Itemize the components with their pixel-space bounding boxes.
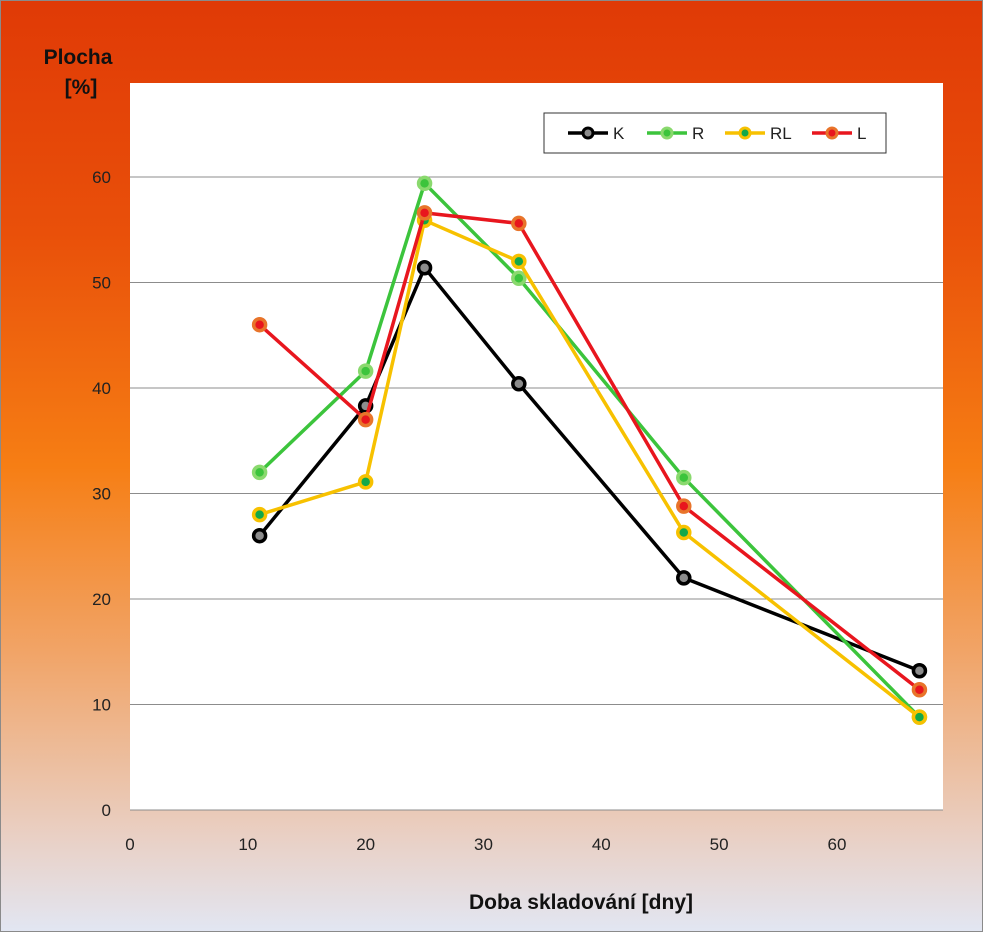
data-point-RL bbox=[676, 524, 692, 541]
y-tick-label: 30 bbox=[92, 485, 111, 504]
data-point-K bbox=[511, 376, 527, 392]
x-tick-label: 10 bbox=[238, 835, 257, 854]
legend: K R RL L bbox=[543, 112, 887, 154]
data-point-L bbox=[357, 411, 374, 428]
data-point-RL bbox=[357, 474, 374, 490]
data-point-L bbox=[251, 316, 268, 333]
y-tick-label: 0 bbox=[102, 801, 111, 820]
y-tick-label: 40 bbox=[92, 379, 111, 398]
legend-entry-L: L bbox=[812, 124, 866, 143]
data-point-RL bbox=[251, 506, 268, 523]
series-L bbox=[251, 205, 928, 698]
legend-label: RL bbox=[770, 124, 792, 143]
legend-marker bbox=[660, 126, 674, 140]
x-tick-label: 20 bbox=[356, 835, 375, 854]
gridlines bbox=[130, 176, 943, 811]
legend-marker bbox=[738, 126, 752, 140]
series-line-L bbox=[258, 211, 921, 692]
x-tick-label: 40 bbox=[592, 835, 611, 854]
data-point-L bbox=[676, 498, 692, 514]
x-tick-label: 60 bbox=[827, 835, 846, 854]
legend-marker bbox=[581, 126, 595, 140]
y-axis-title-line2: [%] bbox=[65, 76, 98, 99]
data-point-R bbox=[416, 175, 433, 192]
data-point-K bbox=[911, 662, 928, 679]
data-point-R bbox=[511, 270, 527, 287]
data-point-RL bbox=[511, 253, 527, 270]
data-point-K bbox=[416, 259, 433, 276]
data-point-L bbox=[911, 681, 928, 698]
data-point-L bbox=[511, 215, 527, 232]
data-point-L bbox=[416, 205, 433, 221]
data-point-K bbox=[251, 527, 268, 544]
legend-entry-RL: RL bbox=[725, 124, 792, 143]
data-point-K bbox=[676, 570, 692, 586]
series-group bbox=[251, 175, 928, 725]
legend-entry-R: R bbox=[647, 124, 704, 143]
x-axis-ticks: 0 10 20 30 40 50 60 bbox=[125, 835, 846, 854]
series-line-RL bbox=[259, 218, 921, 719]
x-axis-title: Doba skladování [dny] bbox=[469, 891, 693, 914]
legend-entry-K: K bbox=[568, 124, 625, 143]
series-RL bbox=[251, 212, 928, 725]
data-point-R bbox=[251, 464, 268, 481]
y-tick-label: 10 bbox=[92, 696, 111, 715]
plot-area bbox=[130, 83, 943, 810]
y-tick-label: 20 bbox=[92, 590, 111, 609]
series-line-K bbox=[258, 265, 921, 673]
x-tick-label: 50 bbox=[710, 835, 729, 854]
y-tick-label: 60 bbox=[92, 168, 111, 187]
legend-label: K bbox=[613, 124, 625, 143]
y-tick-label: 50 bbox=[92, 274, 111, 293]
series-line-R bbox=[258, 181, 921, 719]
data-point-R bbox=[676, 469, 692, 486]
y-axis-ticks: 0 10 20 30 40 50 60 bbox=[92, 168, 111, 820]
legend-label: L bbox=[857, 124, 866, 143]
x-tick-label: 0 bbox=[125, 835, 134, 854]
x-tick-label: 30 bbox=[474, 835, 493, 854]
legend-marker bbox=[825, 126, 839, 140]
data-point-R bbox=[357, 363, 374, 379]
y-axis-title-line1: Plocha bbox=[44, 46, 113, 69]
legend-label: R bbox=[692, 124, 704, 143]
data-point-RL bbox=[911, 709, 928, 725]
